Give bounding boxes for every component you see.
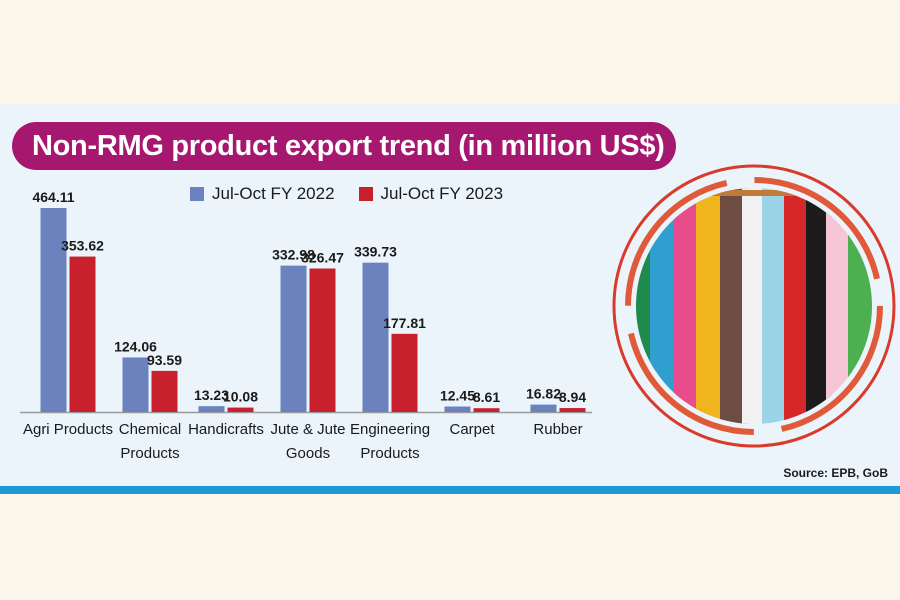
bar-fy2022-0 [40,208,67,412]
data-label-fy2023-2: 10.08 [223,389,258,405]
data-label-fy2023-4: 177.81 [383,315,426,331]
bar-fy2022-1 [122,357,149,412]
category-label-2: Handicrafts [188,421,264,438]
bar-fy2023-3 [309,268,336,412]
bar-fy2022-6 [530,404,557,412]
category-label-3: Jute & Jute [270,421,345,438]
legend-item-fy2023: Jul-Oct FY 2023 [358,184,504,204]
bar-fy2022-4 [362,262,389,412]
legend-label-fy2022: Jul-Oct FY 2022 [212,184,335,203]
category-label-1-line2: Products [120,445,179,462]
category-label-3-line2: Goods [286,445,330,462]
bar-fy2023-4 [391,333,418,412]
title-banner: Non-RMG product export trend (in million… [12,122,676,170]
bar-fy2022-5 [444,406,471,412]
bar-fy2023-0 [69,256,96,412]
data-label-fy2023-1: 93.59 [147,352,182,368]
category-label-6: Rubber [533,421,582,438]
bar-fy2023-2 [227,407,254,412]
data-label-fy2022-2: 13.23 [194,387,229,403]
data-label-fy2022-5: 12.45 [440,388,475,404]
outer-ring-icon [612,164,896,448]
bar-fy2023-6 [559,408,586,412]
bar-fy2022-3 [280,265,307,412]
data-label-fy2022-4: 339.73 [354,244,397,260]
data-label-fy2022-1: 124.06 [114,338,157,354]
bar-fy2022-2 [198,406,225,412]
legend-swatch-fy2023 [358,187,373,201]
clothes-rack-photo [612,164,896,448]
category-label-5: Carpet [449,421,495,438]
bottom-stripe [0,486,900,494]
legend-swatch-fy2022 [190,187,204,201]
data-label-fy2022-0: 464.11 [32,189,74,205]
category-label-4: Engineering [350,421,430,438]
clothes-photo-icon [636,188,872,424]
category-label-1: Chemical [119,421,182,438]
legend-item-fy2022: Jul-Oct FY 2022 [190,184,335,204]
source-note: Source: EPB, GoB [783,466,888,480]
legend: Jul-Oct FY 2022 Jul-Oct FY 2023 [190,184,503,204]
data-label-fy2023-0: 353.62 [61,238,104,254]
inner-ring-icon [625,177,883,435]
bar-fy2023-1 [151,370,178,412]
bar-fy2023-5 [473,408,500,412]
data-label-fy2022-3: 332.98 [272,247,315,263]
category-label-0: Agri Products [23,421,113,438]
data-label-fy2023-3: 326.47 [301,249,344,265]
category-label-4-line2: Products [360,445,419,462]
data-label-fy2023-6: 8.94 [559,389,586,405]
legend-label-fy2023: Jul-Oct FY 2023 [380,184,504,203]
data-label-fy2022-6: 16.82 [526,386,561,402]
data-label-fy2023-5: 8.61 [473,389,500,405]
chart-title: Non-RMG product export trend (in million… [32,129,665,162]
